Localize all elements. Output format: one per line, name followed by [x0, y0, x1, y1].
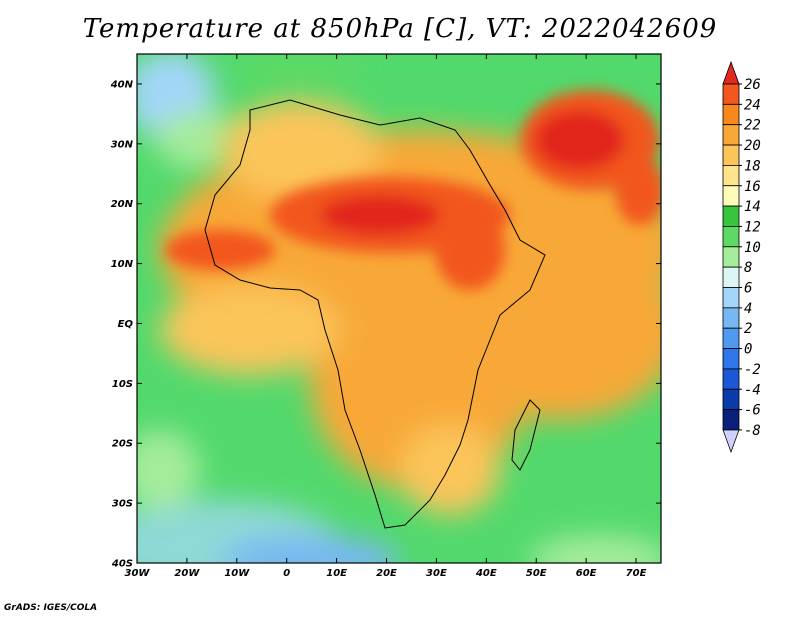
- madagascar-coastline: [511, 399, 541, 471]
- lon-tick-label: 10E: [326, 568, 347, 579]
- colorbar-label: 8: [744, 260, 752, 276]
- colorbar-label: 18: [744, 158, 761, 174]
- colorbar-label: 0: [744, 342, 752, 358]
- lon-tick-label: 70E: [626, 568, 647, 579]
- colorbar-label: 6: [744, 281, 752, 297]
- colorbar-label: -8: [744, 423, 761, 439]
- latitude-ticks: 40S 30S 20S 10S EQ 10N 20N 30N 40N: [110, 79, 661, 570]
- colorbar-label: 4: [744, 301, 752, 317]
- lon-tick-label: 40E: [475, 568, 497, 579]
- colorbar-swatch: [722, 307, 740, 329]
- lon-tick-label: 50E: [526, 568, 547, 579]
- colorbar-label: 26: [744, 77, 761, 93]
- chart-title: Temperature at 850hPa [C], VT: 202204260…: [82, 14, 718, 44]
- colorbar-swatch: [722, 124, 740, 146]
- cold-southern-region: [137, 430, 661, 563]
- africa-coastline: [204, 99, 546, 529]
- colorbar-bottom-arrow: [722, 429, 740, 454]
- hot-region: [165, 90, 661, 290]
- colorbar-label: 20: [744, 138, 761, 154]
- lon-tick-label: 10W: [224, 568, 250, 579]
- lat-tick-label: 30N: [111, 139, 134, 150]
- colorbar-swatch: [722, 144, 740, 166]
- colorbar-swatch: [722, 103, 740, 126]
- colorbar-swatch: [722, 246, 740, 268]
- lat-tick-label: 40S: [111, 559, 133, 570]
- temperature-field: [137, 54, 661, 563]
- colorbar-label: 10: [744, 240, 761, 256]
- longitude-ticks: 30W 20W 10W 0 10E 20E 30E 40E 50E 60E 70E: [125, 54, 647, 579]
- colorbar-label: -4: [744, 382, 761, 398]
- colorbar-swatch: [722, 287, 740, 309]
- colorbar-label: 16: [744, 179, 761, 195]
- cold-northern-region: [137, 54, 360, 170]
- colorbar-swatch: [722, 164, 740, 187]
- lat-tick-label: 10N: [111, 259, 134, 270]
- colorbar-label: 12: [744, 219, 761, 235]
- colorbar-swatch: [722, 185, 740, 207]
- colorbar-label: -6: [744, 403, 761, 419]
- colorbar-label: 2: [744, 321, 752, 337]
- lon-tick-label: 0: [283, 568, 290, 579]
- colorbar-label: 22: [744, 118, 761, 134]
- colorbar-top-arrow: [722, 60, 740, 85]
- colorbar-swatch: [722, 368, 740, 390]
- colorbar-swatch: [722, 327, 740, 349]
- colorbar-swatch: [722, 409, 740, 431]
- colorbar-swatch: [722, 226, 740, 248]
- lat-tick-label: 20N: [111, 199, 134, 210]
- colorbar-swatch: [722, 83, 740, 105]
- lat-tick-label: 30S: [112, 499, 133, 510]
- colorbar-swatch: [722, 388, 740, 411]
- lat-tick-label: 40N: [110, 79, 134, 90]
- lon-tick-label: 60E: [576, 568, 597, 579]
- colorbar-label: 14: [744, 199, 761, 215]
- lat-tick-label: 20S: [112, 439, 133, 450]
- lon-tick-label: 20E: [376, 568, 397, 579]
- lat-tick-label: 10S: [112, 379, 133, 390]
- lon-tick-label: 30E: [426, 568, 447, 579]
- credit-label: GrADS: IGES/COLA: [4, 603, 98, 613]
- colorbar-swatch: [722, 205, 740, 227]
- colorbar-swatch: [722, 348, 740, 370]
- lon-tick-label: 30W: [125, 568, 151, 579]
- colorbar-label: -2: [744, 362, 761, 378]
- colorbar-label: 24: [744, 97, 761, 113]
- map-frame: [136, 53, 662, 564]
- lat-tick-label: EQ: [118, 319, 134, 330]
- colorbar-swatch: [722, 266, 740, 288]
- lon-tick-label: 20W: [174, 568, 200, 579]
